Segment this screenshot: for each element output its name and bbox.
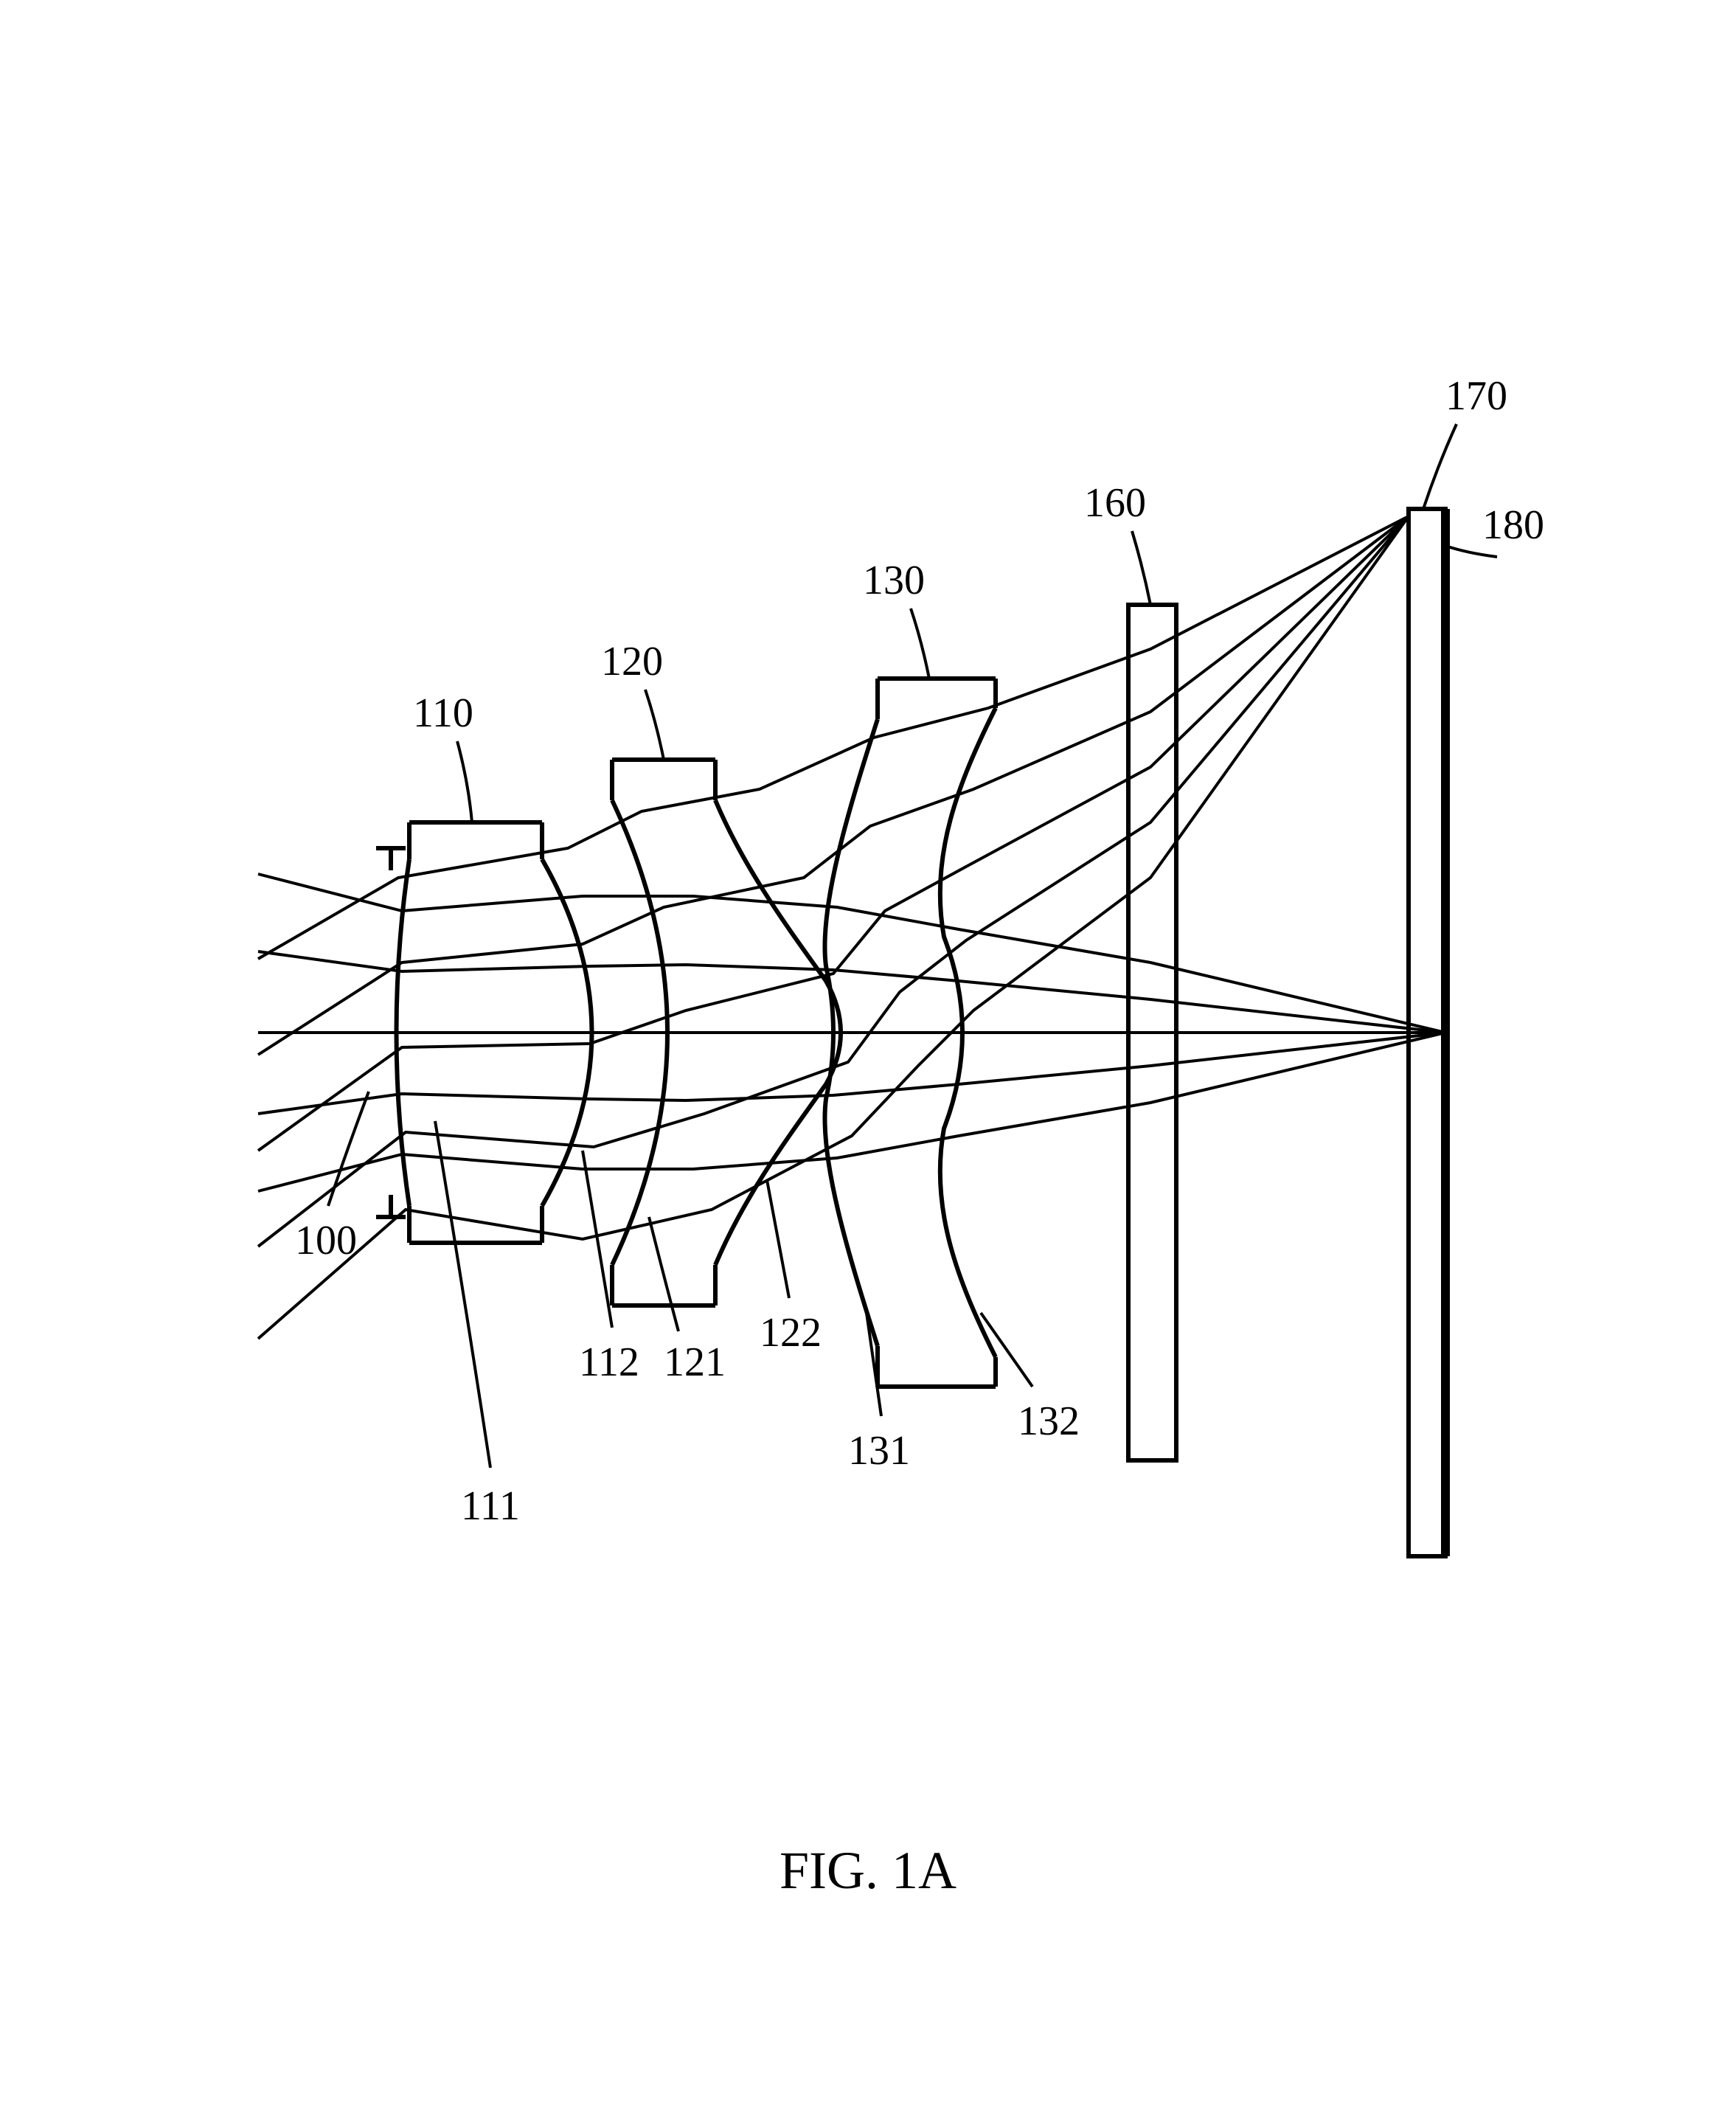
leader-121 [649,1217,678,1331]
label-160: 160 [1084,480,1146,526]
label-170: 170 [1445,373,1507,419]
label-132: 132 [1018,1398,1080,1444]
ray-bundle-axial [258,874,1445,1191]
optical-diagram: 100 110 111 112 120 121 122 130 131 132 … [0,0,1736,2105]
leader-160 [1132,531,1150,605]
leader-100 [328,1092,369,1206]
label-112: 112 [579,1339,639,1385]
leader-132 [981,1313,1032,1387]
label-180: 180 [1482,502,1544,548]
leader-120 [645,690,664,760]
label-130: 130 [863,558,925,603]
label-121: 121 [664,1339,726,1385]
label-111: 111 [461,1483,520,1529]
leader-122 [767,1180,789,1298]
label-110: 110 [413,690,473,736]
figure-caption: FIG. 1A [780,1841,956,1900]
leader-110 [457,741,472,822]
leader-111 [435,1121,490,1468]
leader-130 [911,608,929,679]
leader-170 [1423,424,1456,509]
label-122: 122 [760,1310,822,1356]
label-100: 100 [295,1218,357,1263]
ray-bundle-offaxis [258,516,1409,1339]
label-120: 120 [601,639,663,684]
label-131: 131 [848,1428,910,1474]
